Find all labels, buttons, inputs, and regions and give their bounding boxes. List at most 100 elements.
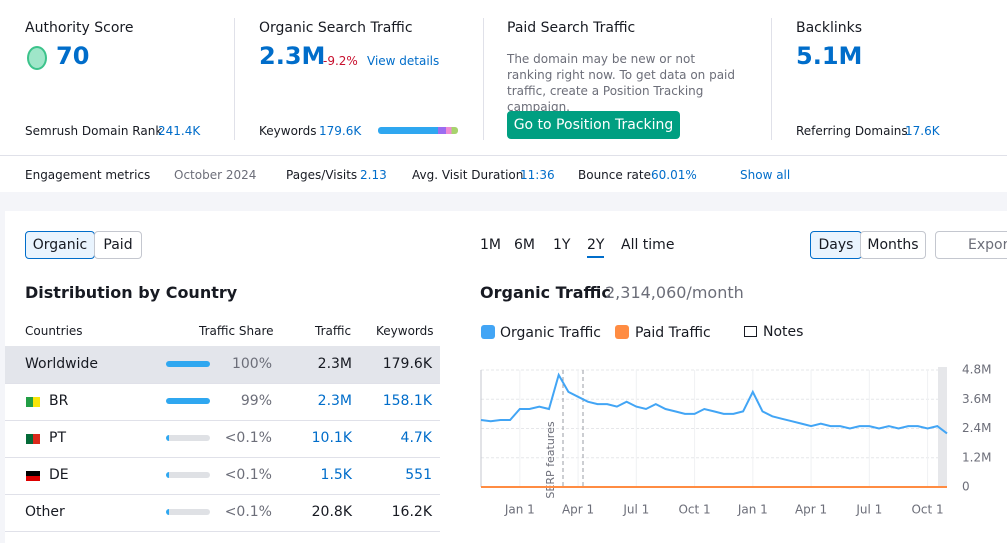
country: Other xyxy=(25,504,65,520)
footer-value: 241.4K xyxy=(158,124,201,138)
engagement-date: October 2024 xyxy=(174,168,257,182)
table-row: Worldwide 100% 2.3M 179.6K xyxy=(5,346,440,384)
flag xyxy=(26,471,40,481)
overview-card: Authority Score 70 Semrush Domain Rank 2… xyxy=(0,0,1007,192)
chart-title: Organic Traffic xyxy=(480,283,611,302)
footer-value: 17.6K xyxy=(905,124,940,138)
paid-text: The domain may be new or not ranking rig… xyxy=(507,52,736,114)
share: <0.1% xyxy=(224,504,272,520)
range[interactable]: 1M xyxy=(480,237,501,253)
chart-subtitle: 2,314,060/month xyxy=(605,283,744,302)
tab[interactable]: Paid xyxy=(94,231,142,259)
view-details[interactable]: View details xyxy=(367,54,440,68)
header: Traffic xyxy=(315,324,352,338)
x-tick-label: Jan 1 xyxy=(504,503,535,517)
metric-title: Backlinks xyxy=(796,20,863,36)
footer-value: 179.6K xyxy=(319,124,362,138)
divider xyxy=(483,18,484,140)
tracking-button[interactable]: Go to Position Tracking xyxy=(507,111,680,139)
divider xyxy=(0,155,1007,156)
checkbox[interactable] xyxy=(481,325,495,339)
metric-value: 5.1M xyxy=(796,42,863,70)
engagement-label: Engagement metrics xyxy=(25,168,151,182)
tab[interactable]: Organic xyxy=(25,231,95,259)
country: PT xyxy=(49,430,66,446)
metric-value: 11:36 xyxy=(520,168,555,182)
metric-title: Authority Score xyxy=(25,20,134,36)
metric-label: Bounce rate xyxy=(578,168,651,182)
divider xyxy=(234,18,235,140)
metric-label: Avg. Visit Duration xyxy=(412,168,524,182)
table-title: Distribution by Country xyxy=(25,283,238,302)
y-tick-label: 2.4M xyxy=(962,421,991,435)
range[interactable]: 1Y xyxy=(553,237,571,253)
traffic: 2.3M xyxy=(317,393,352,409)
notes-icon xyxy=(744,326,757,337)
header: Traffic Share xyxy=(199,324,274,338)
keywords: 179.6K xyxy=(382,356,432,372)
x-tick-label: Jul 1 xyxy=(622,503,649,517)
country: Worldwide xyxy=(25,356,98,372)
granularity[interactable]: Days xyxy=(810,231,862,259)
share: 100% xyxy=(231,356,272,372)
x-tick-label: Jan 1 xyxy=(737,503,768,517)
show-all[interactable]: Show all xyxy=(740,168,791,182)
traffic: 1.5K xyxy=(320,467,352,483)
traffic: 2.3M xyxy=(317,356,352,372)
traffic: 20.8K xyxy=(311,504,352,520)
metric-value: 70 xyxy=(56,42,90,70)
shade xyxy=(938,367,947,487)
y-tick-label: 4.8M xyxy=(962,363,991,377)
table-row: PT <0.1% 10.1K 4.7K xyxy=(5,420,440,458)
traffic: 10.1K xyxy=(311,430,352,446)
metric-title: Organic Search Traffic xyxy=(259,20,413,36)
y-tick-label: 3.6M xyxy=(962,392,991,406)
x-tick-label: Oct 1 xyxy=(678,503,710,517)
export-button[interactable]: Export xyxy=(935,231,1007,259)
share: <0.1% xyxy=(224,430,272,446)
share-bar xyxy=(166,435,210,441)
metric-value: 2.13 xyxy=(360,168,387,182)
metric-value: 2.3M xyxy=(259,42,326,70)
score-icon xyxy=(27,46,47,70)
table-row: BR 99% 2.3M 158.1K xyxy=(5,383,440,421)
share-bar xyxy=(166,472,210,478)
y-tick-label: 0 xyxy=(962,480,970,494)
granularity[interactable]: Months xyxy=(860,231,926,259)
metric-title: Paid Search Traffic xyxy=(507,20,636,36)
footer-label: Keywords xyxy=(259,124,317,138)
range[interactable]: All time xyxy=(621,237,675,253)
footer-label: Referring Domains xyxy=(796,124,908,138)
y-tick-label: 1.2M xyxy=(962,450,991,464)
keywords: 551 xyxy=(405,467,432,483)
x-tick-label: Oct 1 xyxy=(911,503,943,517)
x-tick-label: Jul 1 xyxy=(855,503,882,517)
change: -9.2% xyxy=(323,54,358,68)
footer-label: Semrush Domain Rank xyxy=(25,124,163,138)
checkbox[interactable] xyxy=(615,325,629,339)
share: <0.1% xyxy=(224,467,272,483)
metric-value: 60.01% xyxy=(651,168,697,182)
range[interactable]: 6M xyxy=(514,237,535,253)
table-row: DE <0.1% 1.5K 551 xyxy=(5,457,440,495)
metric-label: Pages/Visits xyxy=(286,168,358,182)
table-row: Other <0.1% 20.8K 16.2K xyxy=(5,494,440,532)
notes[interactable]: Notes xyxy=(763,324,804,340)
line-series xyxy=(480,372,948,435)
keywords: 16.2K xyxy=(391,504,432,520)
share-bar xyxy=(166,361,210,367)
legend-label[interactable]: Organic Traffic xyxy=(500,325,601,341)
keywords: 158.1K xyxy=(382,393,432,409)
share-bar xyxy=(166,398,210,404)
x-tick-label: Apr 1 xyxy=(562,503,594,517)
range[interactable]: 2Y xyxy=(587,237,605,258)
country: DE xyxy=(49,467,69,483)
chart: 0 1.2M 2.4M 3.6M 4.8M Jan 1 Apr 1 Jul 1 Oct 1 Jan… xyxy=(480,363,991,517)
share: 99% xyxy=(240,393,272,409)
flag xyxy=(26,397,40,407)
legend-label[interactable]: Paid Traffic xyxy=(635,325,711,341)
share-bar xyxy=(166,509,210,515)
flag xyxy=(26,434,40,444)
keywords-bar xyxy=(378,127,458,134)
